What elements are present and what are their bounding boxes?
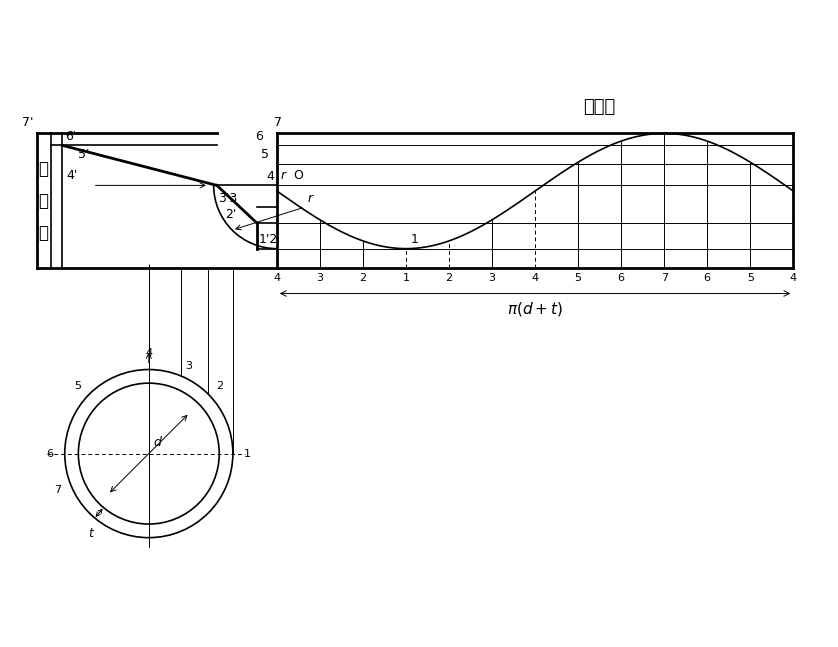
Text: 5: 5 <box>575 272 582 283</box>
Text: 5: 5 <box>747 272 753 283</box>
Text: 5: 5 <box>75 381 81 391</box>
Text: 4: 4 <box>273 272 281 283</box>
Text: 展开图: 展开图 <box>583 98 615 116</box>
Text: d: d <box>153 436 162 449</box>
Text: 1: 1 <box>244 448 251 459</box>
Text: $\pi(d+t)$: $\pi(d+t)$ <box>507 300 563 318</box>
Text: 2: 2 <box>360 272 366 283</box>
Text: 2: 2 <box>216 381 223 391</box>
Text: 6: 6 <box>256 130 263 143</box>
Text: 4: 4 <box>531 272 539 283</box>
Text: 2': 2' <box>225 208 236 221</box>
Text: 3: 3 <box>185 360 192 371</box>
Text: 4: 4 <box>789 272 797 283</box>
Text: 主
视
图: 主 视 图 <box>38 160 48 241</box>
Text: r: r <box>308 192 313 205</box>
Text: 5: 5 <box>261 148 269 161</box>
Text: 4': 4' <box>66 170 78 182</box>
Text: r: r <box>281 170 286 182</box>
Text: 3: 3 <box>317 272 323 283</box>
Text: 3'3: 3'3 <box>219 192 238 204</box>
Text: 1'2: 1'2 <box>258 234 277 247</box>
Text: 4: 4 <box>145 348 153 358</box>
Text: O: O <box>293 170 303 182</box>
Text: t: t <box>89 527 94 540</box>
Text: 7: 7 <box>660 272 668 283</box>
Text: 1: 1 <box>411 234 419 247</box>
Text: 3: 3 <box>489 272 495 283</box>
Text: 6: 6 <box>618 272 624 283</box>
Text: 6': 6' <box>65 130 76 143</box>
Text: 4: 4 <box>266 170 274 183</box>
Text: 6: 6 <box>704 272 711 283</box>
Text: 7: 7 <box>275 116 282 129</box>
Text: 7: 7 <box>54 485 61 495</box>
Text: 7': 7' <box>22 116 34 129</box>
Text: 5': 5' <box>78 148 90 161</box>
Text: 6: 6 <box>47 448 54 459</box>
Text: 1: 1 <box>402 272 410 283</box>
Text: 2: 2 <box>446 272 453 283</box>
